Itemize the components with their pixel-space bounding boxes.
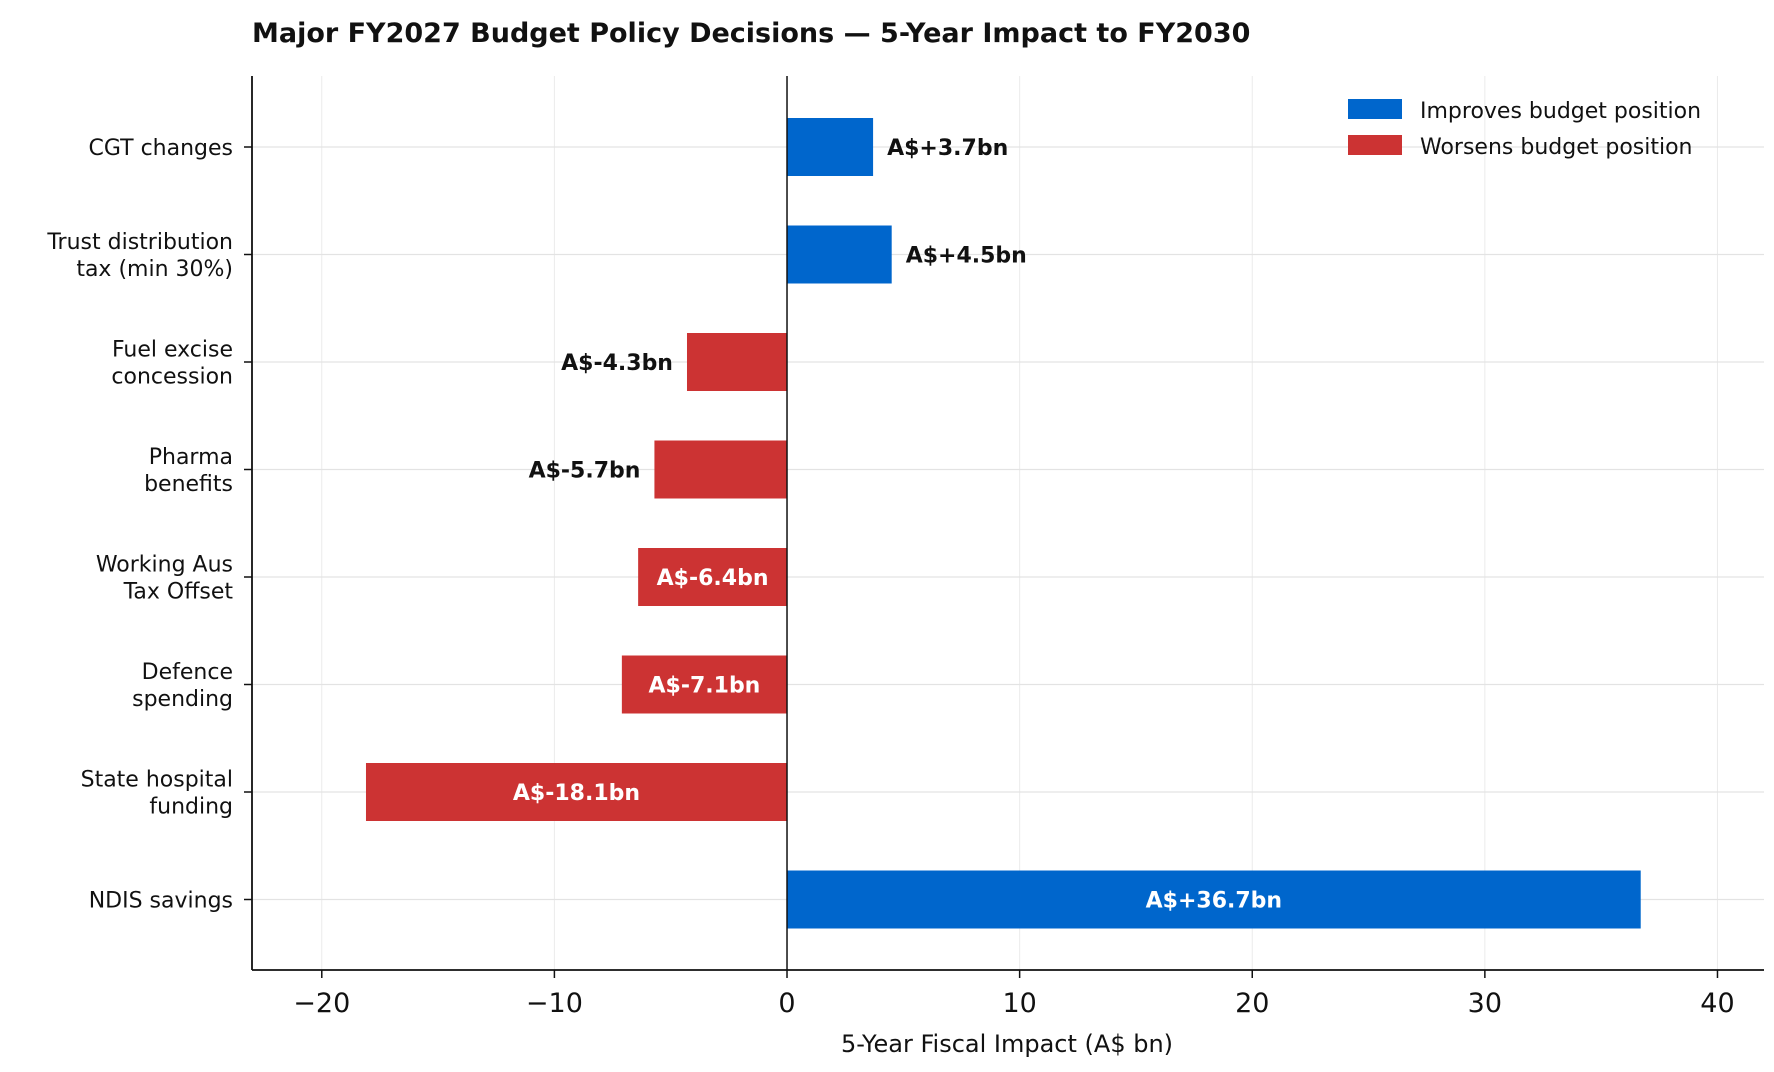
legend-swatch <box>1348 99 1402 119</box>
bar-value-label: A$+36.7bn <box>1146 889 1282 914</box>
bar-labels: A$+3.7bn A$+4.5bn A$-4.3bn A$-5.7bn A$-6.4bn… <box>513 136 1282 914</box>
chart-title: Major FY2027 Budget Policy Decisions — 5… <box>252 18 1250 49</box>
category-label: CGT changes <box>89 136 233 161</box>
legend-label: Improves budget position <box>1420 99 1701 124</box>
category-label: NDIS savings <box>89 889 233 914</box>
category-label: Pharma benefits <box>144 445 233 497</box>
category-label: Trust distribution tax (min 30%) <box>46 230 233 282</box>
x-tick-label: 30 <box>1468 988 1502 1019</box>
bar-value-label: A$-5.7bn <box>529 459 641 484</box>
legend-swatch <box>1348 135 1402 155</box>
bar <box>654 440 788 499</box>
bar-value-label: A$+3.7bn <box>887 136 1008 161</box>
bars <box>365 118 1641 929</box>
x-tick-label: −20 <box>293 988 350 1019</box>
bar-value-label: A$-4.3bn <box>561 351 673 376</box>
category-label: Defence spending <box>132 660 233 712</box>
legend-label: Worsens budget position <box>1420 135 1693 160</box>
grid <box>252 76 1764 970</box>
x-tick-label: 10 <box>1002 988 1036 1019</box>
x-tick-label: 20 <box>1235 988 1269 1019</box>
bar <box>621 655 788 714</box>
category-label: Fuel excise concession <box>111 338 233 390</box>
bar <box>686 333 788 391</box>
bar <box>638 548 788 606</box>
legend: Improves budget position Worsens budget p… <box>1348 99 1701 160</box>
bar <box>365 763 788 821</box>
x-tick-label: 0 <box>778 988 795 1019</box>
bar <box>787 870 1641 929</box>
bar-value-label: A$-6.4bn <box>657 566 769 591</box>
axes: CGT changes Trust distribution tax (min 30… <box>46 76 1764 1019</box>
bar <box>787 118 874 176</box>
x-tick-label: −10 <box>526 988 583 1019</box>
bar-value-label: A$-18.1bn <box>513 781 640 806</box>
category-label: Working Aus Tax Offset <box>96 553 234 605</box>
x-axis-title: 5-Year Fiscal Impact (A$ bn) <box>841 1030 1173 1058</box>
bar <box>787 225 892 284</box>
x-tick-label: 40 <box>1700 988 1734 1019</box>
bar-value-label: A$+4.5bn <box>906 244 1027 269</box>
bar-value-label: A$-7.1bn <box>649 674 761 699</box>
category-label: State hospital funding <box>81 768 233 820</box>
